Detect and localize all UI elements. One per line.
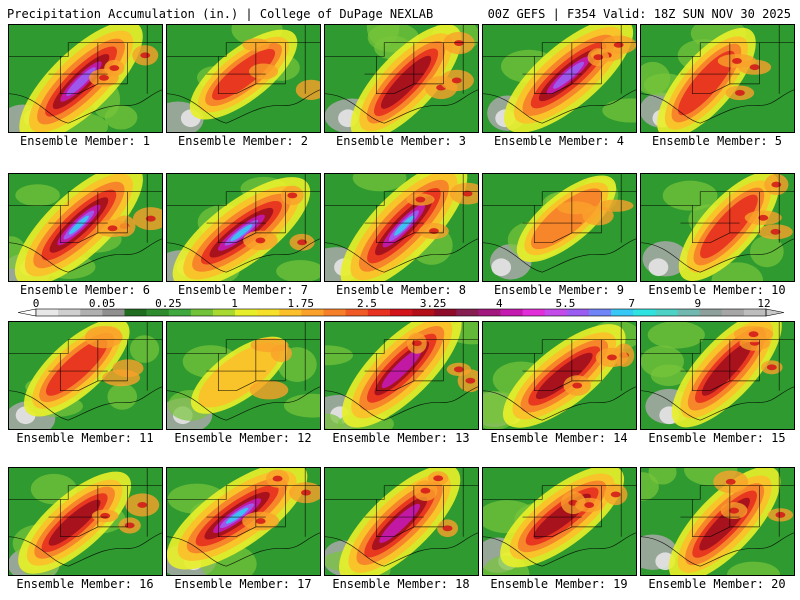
member-map-panel <box>166 24 321 133</box>
colorbar-swatch <box>566 309 590 316</box>
colorbar-swatch <box>589 309 612 316</box>
member-map-panel <box>324 24 479 133</box>
colorbar-swatch <box>677 309 700 316</box>
member-map-panel <box>640 173 795 282</box>
member-map-panel <box>324 173 479 282</box>
member-caption: Ensemble Member: 9 <box>493 283 625 297</box>
member-map-panel <box>166 467 321 576</box>
colorbar-swatch <box>257 309 280 316</box>
colorbar-swatch <box>500 309 523 316</box>
map-title: Precipitation Accumulation (in.) | Colle… <box>7 7 434 21</box>
member-map-panel <box>482 173 637 282</box>
member-caption: Ensemble Member: 14 <box>490 431 628 445</box>
colorbar-swatch <box>434 309 457 316</box>
colorbar-swatch <box>80 309 103 316</box>
member-caption: Ensemble Member: 10 <box>648 283 786 297</box>
member-caption: Ensemble Member: 12 <box>174 431 312 445</box>
colorbar-swatch <box>124 309 147 316</box>
member-map-panel <box>324 321 479 430</box>
colorbar-tick-label: 0.25 <box>155 297 182 310</box>
colorbar-tick-label: 2.5 <box>356 297 377 310</box>
colorbar-swatch <box>544 309 568 316</box>
colorbar-swatch <box>279 309 302 316</box>
colorbar-swatch <box>456 309 479 316</box>
member-map-panel <box>640 321 795 430</box>
colorbar-swatch <box>146 309 170 316</box>
member-map-panel <box>8 24 163 133</box>
member-caption: Ensemble Member: 3 <box>335 134 467 148</box>
colorbar-swatch <box>36 309 59 316</box>
colorbar-swatch <box>102 309 125 316</box>
colorbar-swatch <box>367 309 391 316</box>
member-caption: Ensemble Member: 16 <box>16 577 154 591</box>
colorbar-swatch <box>633 309 656 316</box>
colorbar-swatch <box>235 309 258 316</box>
member-map-panel <box>324 467 479 576</box>
colorbar-tick-label: 12 <box>757 297 771 310</box>
member-map-panel <box>640 467 795 576</box>
member-caption: Ensemble Member: 5 <box>651 134 783 148</box>
member-map-panel <box>166 173 321 282</box>
member-caption: Ensemble Member: 20 <box>648 577 786 591</box>
colorbar-tick-label: 1.75 <box>287 297 314 310</box>
colorbar-swatch <box>721 309 745 316</box>
colorbar-swatch <box>389 309 413 316</box>
member-caption: Ensemble Member: 15 <box>648 431 786 445</box>
member-map-panel <box>166 321 321 430</box>
member-caption: Ensemble Member: 7 <box>177 283 309 297</box>
colorbar-swatch <box>412 309 435 316</box>
member-caption: Ensemble Member: 18 <box>332 577 470 591</box>
colorbar-tick-label: 4 <box>495 297 503 310</box>
colorbar-tick-label: 1 <box>231 297 238 310</box>
member-map-panel <box>8 321 163 430</box>
member-map-panel <box>482 321 637 430</box>
member-caption: Ensemble Member: 11 <box>16 431 154 445</box>
colorbar-swatch <box>699 309 723 316</box>
colorbar-tick-label: 0 <box>32 297 40 310</box>
member-caption: Ensemble Member: 8 <box>335 283 467 297</box>
model-run-label: 00Z GEFS | F354 Valid: 18Z SUN NOV 30 20… <box>487 7 791 21</box>
member-caption: Ensemble Member: 1 <box>19 134 151 148</box>
colorbar-tick-label: 0.05 <box>88 297 116 310</box>
precip-colorbar <box>18 308 784 317</box>
colorbar-swatch <box>301 309 324 316</box>
colorbar-tick-label: 7 <box>628 297 635 310</box>
colorbar-swatch <box>345 309 369 316</box>
colorbar-swatch <box>655 309 678 316</box>
member-caption: Ensemble Member: 13 <box>332 431 470 445</box>
colorbar-swatch <box>478 309 501 316</box>
colorbar-swatch <box>58 309 81 316</box>
colorbar-tick-label: 5.5 <box>555 297 576 310</box>
member-caption: Ensemble Member: 4 <box>493 134 625 148</box>
member-map-panel <box>482 467 637 576</box>
member-caption: Ensemble Member: 2 <box>177 134 309 148</box>
member-map-panel <box>8 467 163 576</box>
colorbar-swatch <box>168 309 192 316</box>
colorbar-swatch <box>611 309 634 316</box>
colorbar-swatch <box>522 309 546 316</box>
member-map-panel <box>8 173 163 282</box>
colorbar-tick-label: 9 <box>694 297 702 310</box>
member-caption: Ensemble Member: 19 <box>490 577 628 591</box>
colorbar-swatch <box>212 309 236 316</box>
member-map-panel <box>482 24 637 133</box>
colorbar-swatch <box>323 309 346 316</box>
colorbar-swatch <box>190 309 214 316</box>
colorbar-swatch <box>743 309 767 316</box>
colorbar-tick-label: 3.25 <box>419 297 447 310</box>
member-caption: Ensemble Member: 6 <box>19 283 151 297</box>
member-map-panel <box>640 24 795 133</box>
member-caption: Ensemble Member: 17 <box>174 577 312 591</box>
